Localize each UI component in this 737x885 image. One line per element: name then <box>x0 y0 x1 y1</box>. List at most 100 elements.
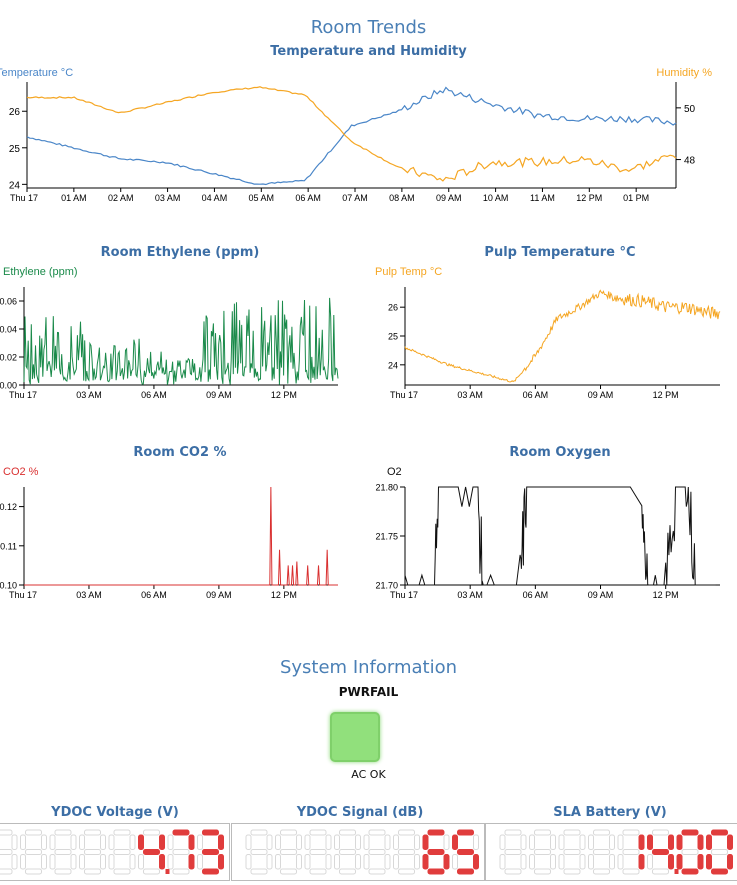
x-tick-label: 03 AM <box>457 390 483 400</box>
segment-ghost <box>588 854 594 870</box>
segment-lit <box>188 854 195 870</box>
segment-ghost <box>280 849 297 855</box>
segment-ghost <box>355 834 361 850</box>
segment-lit <box>443 854 450 870</box>
decimal-point <box>165 869 170 874</box>
segment-ghost <box>499 834 506 850</box>
segment-ghost <box>339 829 356 836</box>
segment-ghost <box>250 868 268 875</box>
x-tick-label: 09 AM <box>206 590 232 600</box>
segment-lit <box>422 854 429 870</box>
segment-ghost <box>534 868 551 875</box>
oxygen-axis-label: O2 <box>387 466 402 478</box>
segment-ghost <box>368 829 386 836</box>
chart1-x-tick-label: Thu 17 <box>10 193 38 203</box>
segment-ghost <box>79 834 85 850</box>
pwrfail-label: PWRFAIL <box>338 685 399 699</box>
co2-axis-label: CO2 % <box>3 466 39 478</box>
segment-lit <box>452 834 458 850</box>
chart1-x-tick-label: 03 AM <box>155 193 181 203</box>
segment-lit <box>676 834 683 850</box>
chart-title-temp-humidity: Temperature and Humidity <box>270 44 467 59</box>
chart1-x-tick-label: 09 AM <box>436 193 462 203</box>
segment-ghost <box>41 854 47 870</box>
oxygen-series-line <box>404 486 716 586</box>
segment-ghost <box>609 834 615 850</box>
x-tick-label: 06 AM <box>141 390 167 400</box>
segment-ghost <box>309 868 327 875</box>
x-tick-label: 12 PM <box>271 590 297 600</box>
sla-battery-meter <box>485 823 737 881</box>
segment-ghost <box>84 849 101 855</box>
segment-ghost <box>609 854 615 870</box>
co2-chart: CO2 % 0.10 0.11 0.12 Thu 17 03 AM 06 AM 09 AM 1… <box>0 466 338 600</box>
segment-ghost <box>172 849 190 855</box>
x-tick-label: 09 AM <box>206 390 232 400</box>
segment-ghost <box>473 834 479 850</box>
segment-ghost <box>558 834 565 850</box>
segment-ghost <box>129 854 136 870</box>
segment-lit <box>638 854 645 870</box>
segment-lit <box>188 834 195 850</box>
ethylene-axis-label: Ethylene (ppm) <box>3 266 78 278</box>
segment-ghost <box>550 834 556 850</box>
segment-lit <box>638 834 645 850</box>
x-tick-label: 03 AM <box>457 590 483 600</box>
segment-lit <box>706 834 712 850</box>
segment-ghost <box>167 854 174 870</box>
segment-ghost <box>558 854 565 870</box>
segment-lit <box>706 854 712 870</box>
segment-ghost <box>325 834 332 850</box>
segment-ghost <box>197 854 203 870</box>
segment-ghost <box>588 834 594 850</box>
segment-lit <box>647 834 653 850</box>
chart-title-pulp-temp: Pulp Temperature °C <box>484 245 636 260</box>
pwrfail-status-text: AC OK <box>351 768 386 781</box>
segment-ghost <box>593 829 610 836</box>
segment-ghost <box>304 854 311 870</box>
segment-ghost <box>309 849 327 855</box>
segment-ghost <box>11 834 18 850</box>
segment-ghost <box>363 854 370 870</box>
segment-ghost <box>593 849 610 855</box>
segment-ghost <box>25 849 42 855</box>
x-tick-label: 06 AM <box>523 590 549 600</box>
segment-ghost <box>54 868 72 875</box>
segment-ghost <box>368 849 386 855</box>
y-tick-label: 0.06 <box>0 297 17 307</box>
segment-ghost <box>25 868 42 875</box>
segment-ghost <box>622 829 640 836</box>
x-tick-label: 12 PM <box>653 390 679 400</box>
segment-ghost <box>368 868 386 875</box>
segment-ghost <box>113 829 131 836</box>
segment-ghost <box>398 829 415 836</box>
y-tick-label: 0.12 <box>0 502 17 512</box>
segment-lit <box>727 834 733 850</box>
segment-ghost <box>49 834 56 850</box>
y-tick-label: 0.02 <box>0 353 17 363</box>
x-tick-label: 06 AM <box>141 590 167 600</box>
segment-ghost <box>393 854 399 870</box>
segment-ghost <box>0 829 13 836</box>
decimal-point <box>674 869 679 874</box>
segment-ghost <box>108 834 115 850</box>
chart1-x-tick-label: 12 PM <box>576 193 602 203</box>
sla-battery-display <box>499 829 733 875</box>
x-tick-label: Thu 17 <box>9 590 37 600</box>
segment-lit <box>427 868 445 875</box>
chart1-x-tick-label: 06 AM <box>295 193 321 203</box>
chart-title-ethylene: Room Ethylene (ppm) <box>100 245 260 260</box>
segment-lit <box>473 854 479 870</box>
segment-ghost <box>296 854 302 870</box>
segment-ghost <box>563 829 581 836</box>
segment-ghost <box>711 849 728 855</box>
segment-ghost <box>113 849 131 855</box>
segment-lit <box>681 868 699 875</box>
segment-ghost <box>504 849 522 855</box>
segment-ghost <box>617 834 624 850</box>
segment-ghost <box>280 829 297 836</box>
ydoc-signal-display <box>245 829 479 875</box>
segment-ghost <box>563 849 581 855</box>
x-tick-label: Thu 17 <box>9 390 37 400</box>
segment-ghost <box>520 854 527 870</box>
